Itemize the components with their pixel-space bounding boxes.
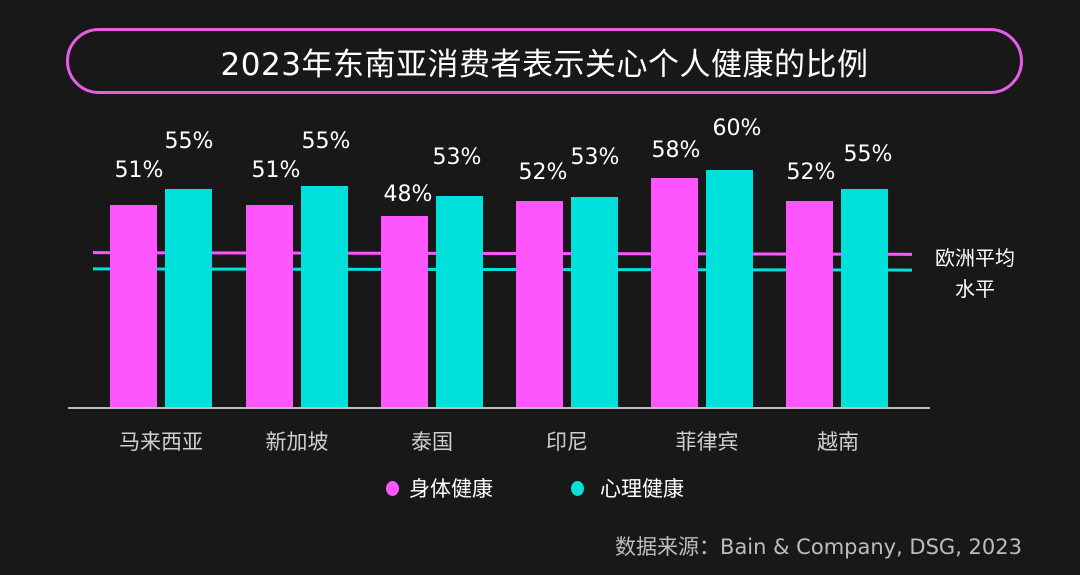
bar-physical-philippines — [651, 178, 698, 408]
value-physical-philippines: 58% — [651, 138, 701, 163]
cyan-dot-icon — [571, 480, 584, 496]
category-label: 马来西亚 — [119, 430, 203, 454]
source-note: 数据来源：Bain & Company, DSG, 2023 — [615, 535, 1022, 559]
bar-physical-thailand — [381, 216, 428, 408]
bar-mental-singapore — [301, 186, 348, 408]
bar-mental-thailand — [436, 196, 483, 408]
title-frame: 2023年东南亚消费者表示关心个人健康的比例 — [66, 28, 1023, 94]
magenta-dot-icon — [386, 480, 399, 496]
category-label: 越南 — [817, 430, 859, 454]
value-physical-thailand: 48% — [383, 182, 433, 207]
category-label: 印尼 — [546, 430, 588, 454]
europe-avg-label: 欧洲平均 水平 — [920, 243, 1030, 305]
category-label: 泰国 — [411, 430, 453, 454]
legend-label: 身体健康 — [409, 477, 493, 501]
value-mental-vietnam: 55% — [843, 142, 893, 167]
bar-mental-malaysia — [165, 189, 212, 408]
bar-mental-indonesia — [571, 197, 618, 408]
value-mental-indonesia: 53% — [570, 145, 620, 170]
x-axis-baseline — [68, 407, 930, 409]
value-mental-singapore: 55% — [301, 129, 351, 154]
legend-item-mental: 心理健康 — [571, 473, 684, 503]
legend-label: 心理健康 — [600, 477, 684, 501]
value-mental-malaysia: 55% — [164, 129, 214, 154]
value-physical-singapore: 51% — [251, 158, 301, 183]
value-physical-vietnam: 52% — [786, 160, 836, 185]
europe-avg-label-line1: 欧洲平均 — [935, 246, 1015, 270]
category-label: 菲律宾 — [675, 430, 739, 454]
bar-mental-philippines — [706, 170, 753, 408]
value-mental-philippines: 60% — [712, 116, 762, 141]
bar-mental-vietnam — [841, 189, 888, 408]
europe-avg-label-line2: 水平 — [955, 277, 995, 301]
legend-item-physical: 身体健康 — [386, 473, 493, 503]
value-physical-malaysia: 51% — [114, 158, 164, 183]
bar-physical-indonesia — [516, 201, 563, 408]
bar-physical-malaysia — [110, 205, 157, 408]
value-mental-thailand: 53% — [432, 145, 482, 170]
category-label: 新加坡 — [265, 430, 329, 454]
bar-physical-singapore — [246, 205, 293, 408]
chart-title: 2023年东南亚消费者表示关心个人健康的比例 — [220, 46, 869, 83]
value-physical-indonesia: 52% — [518, 160, 568, 185]
bar-physical-vietnam — [786, 201, 833, 408]
